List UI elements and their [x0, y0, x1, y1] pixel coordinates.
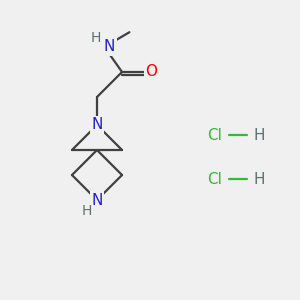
Text: H: H: [82, 204, 92, 218]
Text: H: H: [253, 128, 265, 143]
Text: N: N: [91, 118, 103, 133]
Text: Cl: Cl: [207, 172, 222, 187]
Text: Cl: Cl: [207, 128, 222, 143]
Text: O: O: [146, 64, 158, 80]
Text: H: H: [253, 172, 265, 187]
Text: N: N: [91, 193, 103, 208]
Text: N: N: [104, 39, 115, 54]
Text: H: H: [91, 31, 101, 45]
